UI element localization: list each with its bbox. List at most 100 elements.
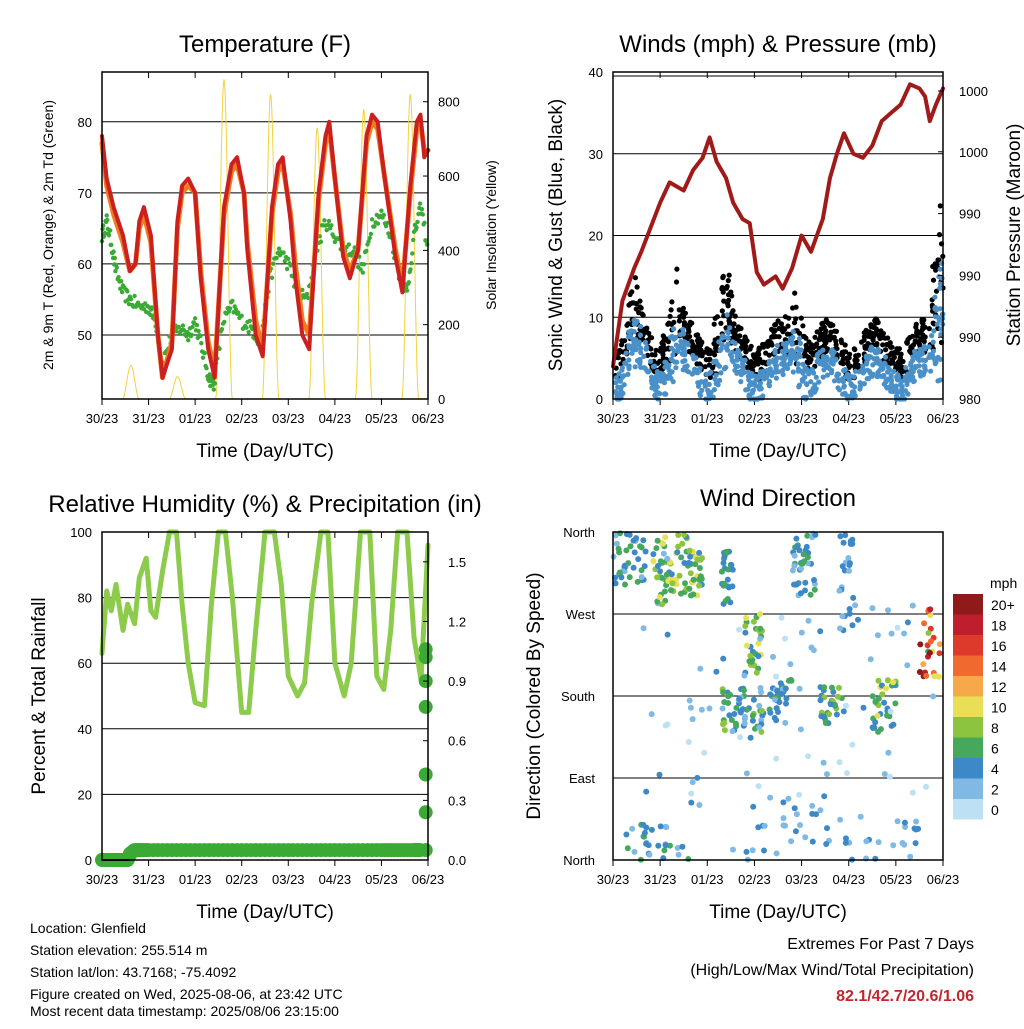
direction-point xyxy=(798,629,805,636)
direction-point xyxy=(640,537,647,544)
legend-swatch xyxy=(953,737,983,758)
direction-point xyxy=(849,622,856,629)
wind-point xyxy=(904,381,910,387)
x-tick-label: 02/23 xyxy=(738,872,771,887)
gust-point xyxy=(686,329,692,335)
wind-point xyxy=(680,358,686,365)
gust-point xyxy=(874,342,880,348)
gust-point xyxy=(884,341,890,348)
gust-point xyxy=(905,337,911,343)
direction-point xyxy=(687,570,694,577)
wind-point xyxy=(868,354,874,360)
direction-point xyxy=(669,580,676,587)
direction-point xyxy=(770,653,776,660)
wind-point xyxy=(810,386,816,392)
dewpoint-point xyxy=(227,306,233,311)
wind-point xyxy=(861,381,868,387)
chart-title: Wind Direction xyxy=(700,485,856,512)
dewpoint-point xyxy=(274,255,279,261)
direction-point xyxy=(674,844,681,851)
direction-point xyxy=(720,689,727,696)
wind-point xyxy=(742,357,748,363)
solar-series xyxy=(354,109,373,400)
direction-point xyxy=(839,613,846,620)
wind-point xyxy=(836,387,843,393)
dewpoint-point xyxy=(276,246,282,251)
direction-point xyxy=(773,850,780,857)
direction-point xyxy=(785,795,792,802)
wind-point xyxy=(616,371,622,377)
direction-point xyxy=(826,711,833,718)
direction-point xyxy=(931,673,938,680)
direction-point xyxy=(773,673,780,680)
x-tick-label: 30/23 xyxy=(597,411,630,426)
wind-point xyxy=(915,350,921,356)
direction-point xyxy=(789,567,796,574)
y2-tick-label: 200 xyxy=(438,318,460,333)
gust-point xyxy=(720,273,726,279)
wind-point xyxy=(619,365,626,371)
wind-point xyxy=(724,329,731,335)
direction-point xyxy=(837,816,844,823)
legend-label: 2 xyxy=(991,782,999,798)
dewpoint-point xyxy=(366,239,371,244)
wind-point xyxy=(715,382,721,388)
direction-point xyxy=(875,728,882,735)
gust-point xyxy=(895,350,901,356)
dewpoint-point xyxy=(379,208,384,213)
direction-point xyxy=(901,819,908,826)
dewpoint-point xyxy=(108,228,113,233)
gust-point xyxy=(696,351,702,357)
gust-point xyxy=(660,355,666,361)
direction-point xyxy=(664,555,671,562)
wind-point xyxy=(874,349,881,355)
direction-point xyxy=(813,811,819,818)
gust-point xyxy=(919,327,925,333)
x-tick-label: 30/23 xyxy=(86,411,119,426)
gust-point xyxy=(669,299,675,305)
direction-point xyxy=(694,774,701,781)
wind-point xyxy=(626,364,632,370)
direction-point xyxy=(657,558,664,565)
direction-point xyxy=(761,847,767,854)
direction-point xyxy=(678,554,685,561)
gust-point xyxy=(719,286,725,292)
direction-point xyxy=(888,630,895,637)
direction-point xyxy=(750,803,757,810)
direction-point xyxy=(805,753,812,760)
y2-tick-label: 0.0 xyxy=(448,853,466,868)
x-tick-label: 04/23 xyxy=(319,411,352,426)
direction-point xyxy=(773,755,780,762)
solar-series xyxy=(168,376,186,400)
gust-point xyxy=(937,203,943,209)
dewpoint-point xyxy=(324,227,329,233)
x-tick-label: 31/23 xyxy=(644,872,677,887)
direction-point xyxy=(615,545,622,552)
extremes-subtitle: (High/Low/Max Wind/Total Precipitation) xyxy=(690,962,974,979)
direction-point xyxy=(736,626,743,633)
location-text: Location: Glenfield xyxy=(30,920,146,936)
direction-point xyxy=(696,549,703,556)
direction-point xyxy=(902,824,909,830)
direction-point xyxy=(840,708,847,715)
direction-point xyxy=(696,565,703,571)
gust-point xyxy=(897,363,903,369)
wind-point xyxy=(705,387,711,393)
direction-point xyxy=(809,838,816,845)
direction-point xyxy=(726,712,733,719)
y2-tick-label: 1.2 xyxy=(448,614,466,629)
direction-point xyxy=(824,825,830,832)
direction-point xyxy=(778,614,785,621)
direction-point xyxy=(674,549,681,556)
y-tick-label: South xyxy=(561,689,595,704)
dewpoint-point xyxy=(411,237,416,243)
direction-point xyxy=(688,799,695,806)
gust-point xyxy=(695,332,701,338)
wind-point xyxy=(888,375,894,381)
wind-point xyxy=(662,359,668,365)
direction-point xyxy=(840,539,847,546)
direction-point xyxy=(874,712,881,719)
direction-point xyxy=(720,560,727,566)
direction-point xyxy=(817,628,824,635)
dewpoint-point xyxy=(286,256,291,261)
